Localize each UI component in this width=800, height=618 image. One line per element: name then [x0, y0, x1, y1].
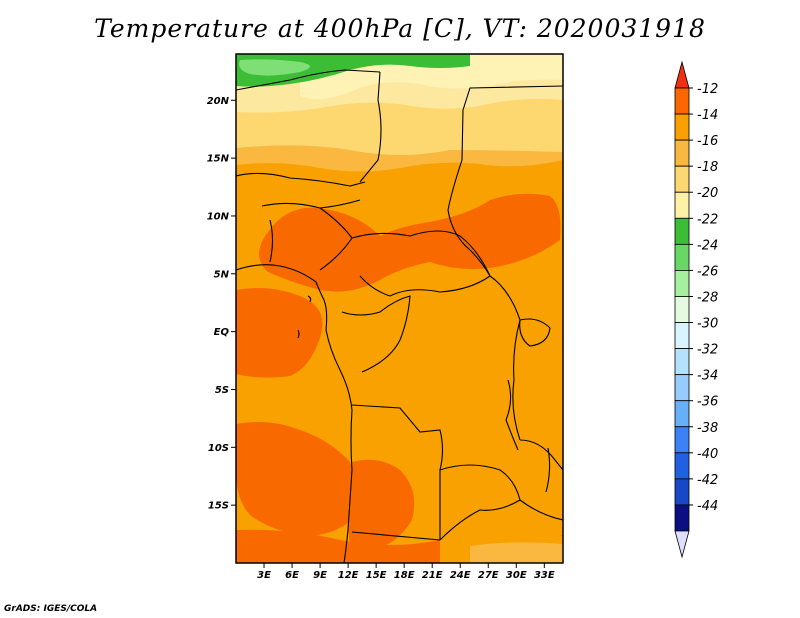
colorbar-box	[674, 426, 690, 454]
lon-tick-label: 9E	[313, 570, 327, 581]
colorbar-label: -34	[697, 369, 718, 384]
field-warm-patch-2	[236, 288, 323, 378]
lat-tick-label: EQ	[214, 327, 230, 338]
colorbar-label: -12	[697, 82, 718, 97]
colorbar-label: -36	[697, 395, 718, 410]
field-warm-patch-3	[236, 422, 356, 536]
colorbar-box	[674, 504, 690, 532]
colorbar-label: -16	[697, 134, 718, 149]
field-warm-patch-4	[347, 459, 415, 554]
colorbar-box	[674, 87, 690, 115]
borders	[236, 69, 563, 563]
lat-tick-label: 5N	[214, 269, 230, 280]
colorbar-box	[674, 217, 690, 245]
colorbar-top-arrow	[674, 60, 690, 89]
lat-tick-label: 15S	[208, 501, 229, 512]
lon-tick-label: 15E	[366, 570, 387, 581]
border-egypt-sudan	[462, 85, 563, 111]
border-drc-east	[489, 275, 521, 441]
colorbar-label: -28	[697, 290, 718, 305]
field-band-light-green	[239, 59, 310, 76]
lat-tick-label: 10S	[208, 443, 229, 454]
lake-malawi	[545, 447, 551, 493]
colorbar-box	[674, 243, 690, 271]
lon-tick-label: 27E	[478, 570, 499, 581]
lon-tick-label: 18E	[394, 570, 415, 581]
colorbar-box	[674, 191, 690, 219]
colorbar-label: -38	[697, 421, 718, 436]
colorbar-box	[674, 165, 690, 193]
colorbar-label: -30	[697, 317, 718, 332]
chart-title: Temperature at 400hPa [C], VT: 202003191…	[94, 14, 706, 43]
lon-tick-label: 33E	[534, 570, 555, 581]
lat-axis: 20N 15N 10N 5N EQ 5S 10S 15S	[207, 96, 236, 512]
lat-tick-label: 10N	[207, 211, 230, 222]
border-chad-sudan	[447, 109, 491, 277]
lon-tick-label: 3E	[257, 570, 271, 581]
colorbar-label: -24	[697, 238, 718, 253]
colorbar-box	[674, 139, 690, 167]
lon-tick-label: 6E	[285, 570, 299, 581]
colorbar-box	[674, 374, 690, 402]
colorbar-label: -40	[697, 447, 718, 462]
lake-tanganyika	[505, 379, 519, 451]
colorbar-box	[674, 478, 690, 506]
colorbar-label: -26	[697, 264, 718, 279]
colorbar-box	[674, 348, 690, 376]
lon-tick-label: 24E	[450, 570, 471, 581]
lon-axis: 3E 6E 9E 12E 15E 18E 21E 24E 27E 30E 33E	[257, 563, 555, 581]
colorbar-label: -32	[697, 343, 718, 358]
border-angola	[351, 404, 444, 540]
lon-tick-label: 12E	[338, 570, 359, 581]
border-south-mozambique	[519, 499, 563, 521]
border-tanzania	[519, 439, 563, 471]
temperature-field	[236, 54, 563, 563]
field-light-patch-se	[470, 542, 563, 563]
gulf-of-guinea-islands	[297, 295, 312, 339]
colorbar-label: -22	[697, 212, 718, 227]
grads-credit: GrADS: IGES/COLA	[4, 604, 98, 614]
coastline-west-africa	[236, 264, 353, 563]
lat-tick-label: 5S	[215, 385, 229, 396]
border-congo-drc	[341, 295, 411, 373]
colorbar-label: -18	[697, 160, 718, 175]
lon-tick-label: 21E	[422, 570, 443, 581]
colorbar-box	[674, 400, 690, 428]
colorbar-bottom-arrow	[674, 530, 690, 559]
colorbar-label: -20	[697, 186, 718, 201]
lat-tick-label: 20N	[207, 96, 230, 107]
colorbar-box	[674, 296, 690, 323]
colorbar: -12 -14 -16 -18 -20 -22 -24 -26 -28 -30 -32 -34 -36 -…	[674, 60, 718, 559]
colorbar-label: -42	[697, 473, 718, 488]
lake-victoria	[519, 318, 551, 347]
lon-tick-label: 30E	[506, 570, 527, 581]
border-mali-niger	[236, 172, 366, 187]
border-libya-egypt	[359, 71, 382, 183]
lat-tick-label: 15N	[207, 154, 230, 165]
colorbar-box	[674, 322, 690, 349]
border-angola-south	[351, 531, 441, 541]
colorbar-box	[674, 113, 690, 141]
colorbar-label: -14	[697, 108, 718, 123]
colorbar-box	[674, 452, 690, 480]
colorbar-label: -44	[697, 499, 718, 514]
map-frame	[235, 53, 564, 564]
colorbar-box	[674, 270, 690, 297]
border-algeria-libya	[236, 69, 381, 91]
